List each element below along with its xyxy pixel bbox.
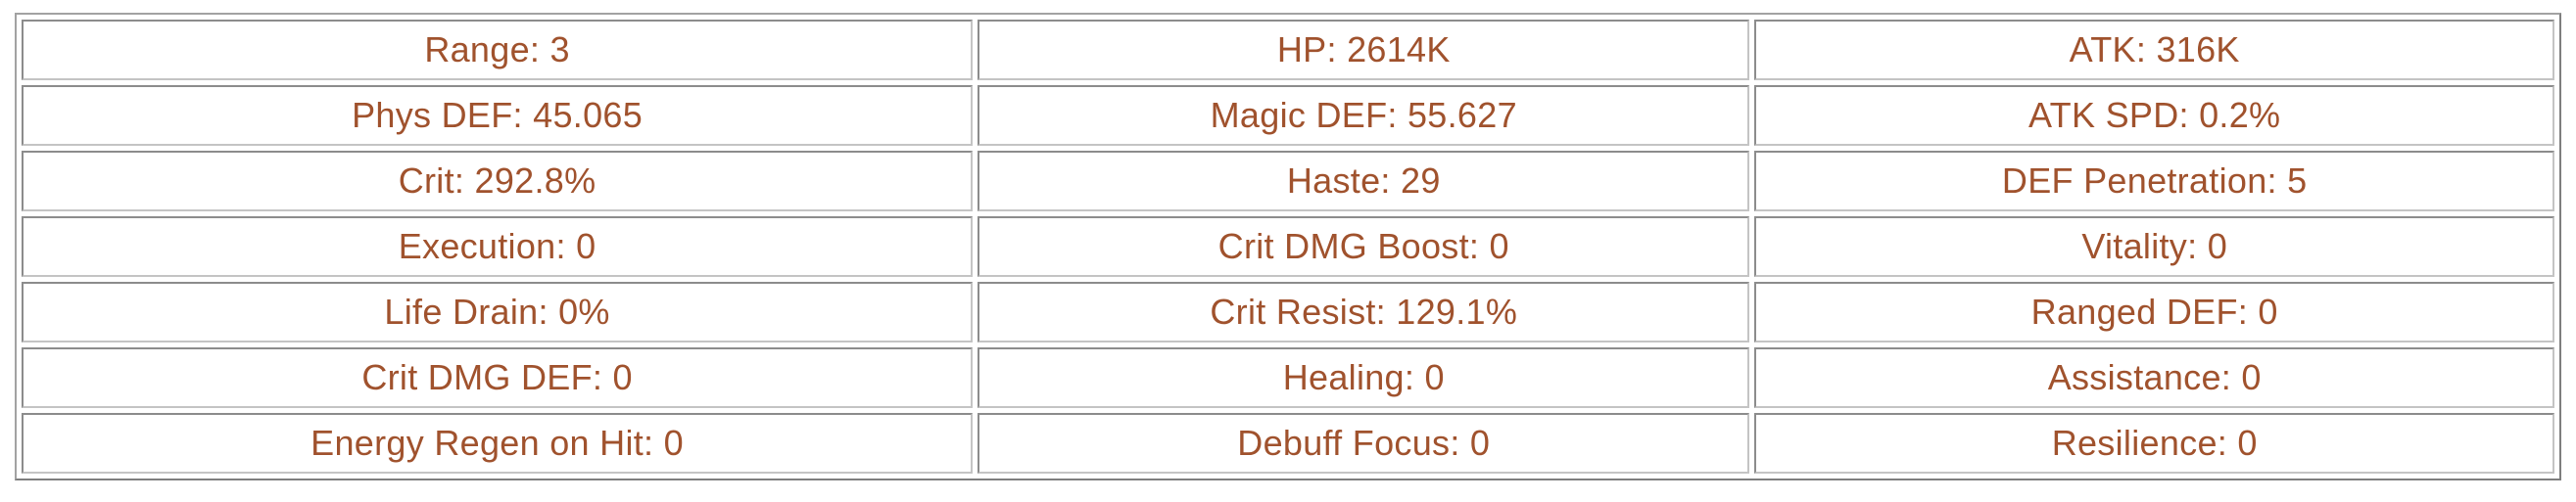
- stats-row: Life Drain: 0% Crit Resist: 129.1% Ranged …: [22, 282, 2554, 342]
- stat-cell-vitality: Vitality: 0: [1754, 216, 2554, 277]
- stat-cell-crit-dmg-boost: Crit DMG Boost: 0: [978, 216, 1750, 277]
- stat-cell-life-drain: Life Drain: 0%: [22, 282, 974, 342]
- stats-row: Range: 3 HP: 2614K ATK: 316K: [22, 20, 2554, 80]
- stats-row: Phys DEF: 45.065 Magic DEF: 55.627 ATK SPD…: [22, 85, 2554, 146]
- stats-row: Execution: 0 Crit DMG Boost: 0 Vitality: 0: [22, 216, 2554, 277]
- stats-row: Energy Regen on Hit: 0 Debuff Focus: 0 Res…: [22, 413, 2554, 474]
- stat-cell-hp: HP: 2614K: [978, 20, 1750, 80]
- stat-cell-atk: ATK: 316K: [1754, 20, 2554, 80]
- stat-cell-crit-resist: Crit Resist: 129.1%: [978, 282, 1750, 342]
- stat-cell-atk-spd: ATK SPD: 0.2%: [1754, 85, 2554, 146]
- stat-cell-ranged-def: Ranged DEF: 0: [1754, 282, 2554, 342]
- stats-row: Crit DMG DEF: 0 Healing: 0 Assistance: 0: [22, 347, 2554, 408]
- stat-cell-debuff-focus: Debuff Focus: 0: [978, 413, 1750, 474]
- stat-cell-execution: Execution: 0: [22, 216, 974, 277]
- stat-cell-energy-regen-on-hit: Energy Regen on Hit: 0: [22, 413, 974, 474]
- stat-cell-crit: Crit: 292.8%: [22, 151, 974, 211]
- stat-cell-magic-def: Magic DEF: 55.627: [978, 85, 1750, 146]
- stat-cell-haste: Haste: 29: [978, 151, 1750, 211]
- stats-table: Range: 3 HP: 2614K ATK: 316K Phys DEF: 45.0…: [15, 13, 2561, 480]
- stat-cell-crit-dmg-def: Crit DMG DEF: 0: [22, 347, 974, 408]
- stat-cell-resilience: Resilience: 0: [1754, 413, 2554, 474]
- stats-row: Crit: 292.8% Haste: 29 DEF Penetration: 5: [22, 151, 2554, 211]
- stat-cell-def-penetration: DEF Penetration: 5: [1754, 151, 2554, 211]
- stat-cell-healing: Healing: 0: [978, 347, 1750, 408]
- stat-cell-range: Range: 3: [22, 20, 974, 80]
- stats-table-body: Range: 3 HP: 2614K ATK: 316K Phys DEF: 45.0…: [22, 20, 2554, 474]
- stat-cell-phys-def: Phys DEF: 45.065: [22, 85, 974, 146]
- stat-cell-assistance: Assistance: 0: [1754, 347, 2554, 408]
